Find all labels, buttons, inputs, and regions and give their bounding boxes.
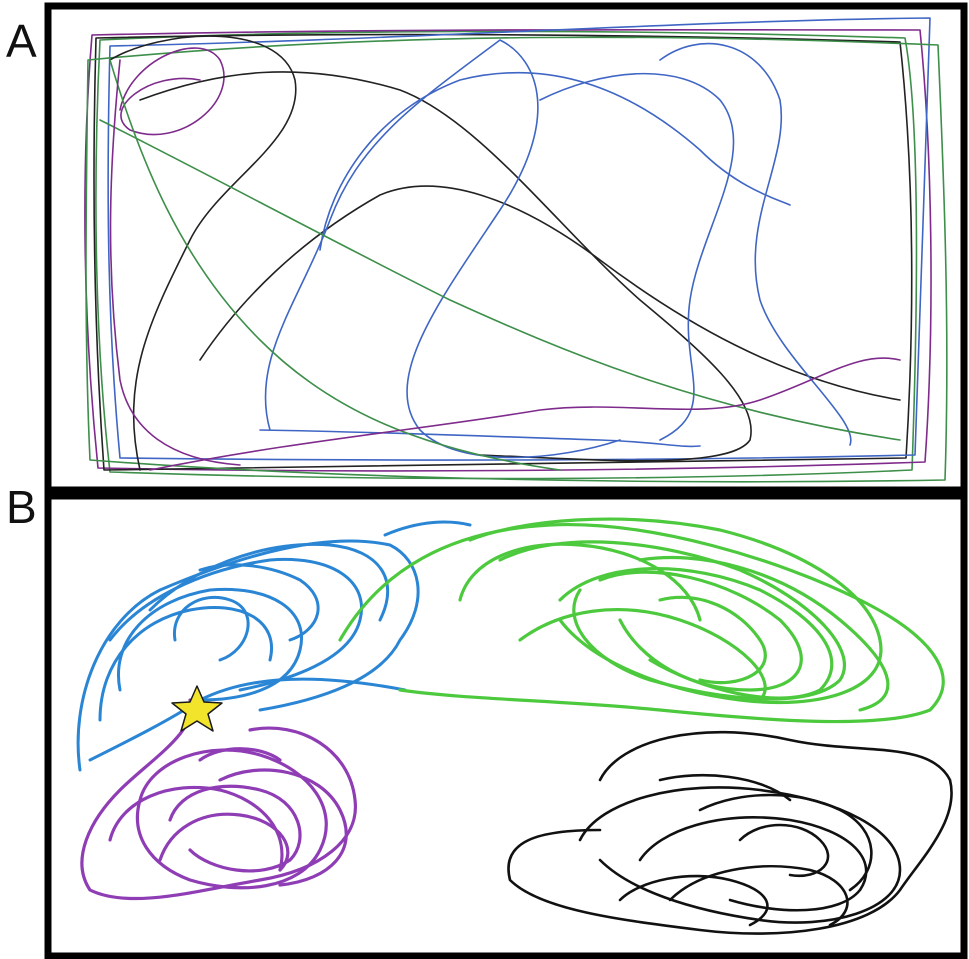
panel-b-frame <box>44 492 968 959</box>
trace-b-black-cluster <box>507 730 953 935</box>
trace-b-green-cluster <box>338 517 945 724</box>
panel-a-label: A <box>6 15 37 67</box>
star-icon <box>171 685 223 732</box>
trace-a-green-perimeter <box>95 30 918 480</box>
trace-a-purple-lower <box>149 357 901 471</box>
trace-b-purple-cluster <box>80 698 357 901</box>
trace-a-black-perimeter <box>93 33 913 471</box>
trace-a-blue-arc <box>319 71 791 251</box>
trace-b-blue-cluster <box>76 520 472 772</box>
trace-a-black-swirl <box>109 35 297 471</box>
panel-a-traces <box>84 17 948 483</box>
trace-a-green-perimeter-2 <box>85 36 948 483</box>
trace-a-purple-swirl <box>119 47 225 136</box>
trace-a-blue-perimeter <box>107 17 931 461</box>
trace-a-purple-left <box>109 59 241 466</box>
panel-a-frame <box>44 2 968 494</box>
trace-a-blue-long <box>259 429 701 448</box>
trace-a-blue-loop-2 <box>539 72 735 441</box>
panel-b-label: B <box>6 481 37 533</box>
trace-a-purple-perimeter <box>84 28 932 472</box>
trace-a-black-loop <box>199 185 901 401</box>
trace-a-green-diagonal-2 <box>109 59 561 471</box>
trace-a-blue-loop-3 <box>659 42 852 446</box>
trace-a-blue-loop-1 <box>264 39 621 459</box>
panel-b-traces <box>76 517 953 935</box>
trace-a-black-diagonal <box>139 71 752 462</box>
